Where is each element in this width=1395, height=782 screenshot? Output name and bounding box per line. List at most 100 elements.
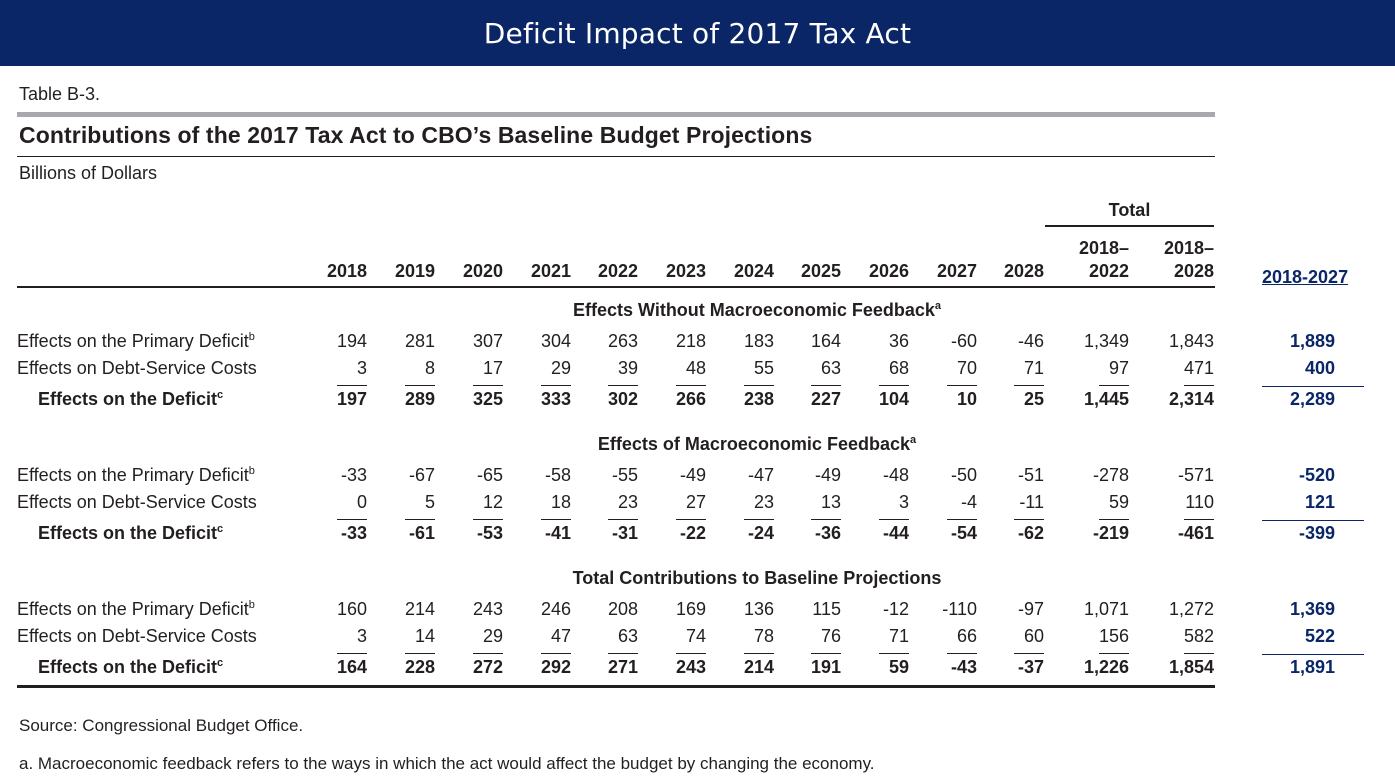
footnote-marker: a [934, 300, 942, 312]
table-cell: -31 [611, 523, 638, 543]
subtotal-rule [879, 653, 909, 654]
table-title: Contributions of the 2017 Tax Act to CBO… [19, 122, 813, 148]
table-cell: -46 [1017, 331, 1044, 351]
table-cell: 471 [1183, 358, 1214, 378]
side-column-value: 1,891 [1289, 657, 1335, 677]
table-cell: 18 [550, 492, 571, 512]
table-cell: 36 [888, 331, 909, 351]
table-cell: 68 [888, 358, 909, 378]
subtotal-rule [1099, 385, 1129, 386]
row-label-text: Effects on Debt-Service Costs [17, 358, 257, 378]
table-cell: 136 [743, 599, 774, 619]
column-header-line: 2023 [665, 261, 706, 281]
header-rule [17, 286, 1215, 288]
table-cell: 302 [607, 389, 638, 409]
table-cell: -12 [882, 599, 909, 619]
source-note: Source: Congressional Budget Office. [19, 716, 304, 735]
table-cell: 227 [810, 389, 841, 409]
subtotal-rule [1014, 519, 1044, 520]
row-label-deficit: Effects on the Deficitc [17, 389, 223, 410]
column-header-line: 2024 [733, 261, 774, 281]
side-column-value: 1,889 [1289, 331, 1335, 351]
table-cell: 1,071 [1083, 599, 1129, 619]
subtotal-rule [1099, 653, 1129, 654]
table-cell: -65 [476, 465, 503, 485]
table-cell: 238 [743, 389, 774, 409]
table-cell: 169 [675, 599, 706, 619]
table-cell: -4 [960, 492, 977, 512]
subtotal-rule [405, 385, 435, 386]
table-cell: -53 [476, 523, 503, 543]
side-column-value: 1,369 [1289, 599, 1335, 619]
table-cell: 70 [956, 358, 977, 378]
subtotal-rule [405, 653, 435, 654]
column-header: 2024 [684, 260, 774, 283]
table-cell: -47 [747, 465, 774, 485]
table-cell: -22 [679, 523, 706, 543]
section-heading: Effects Without Macroeconomic Feedbacka [367, 300, 1147, 321]
footnote-marker: b [248, 465, 255, 477]
table-cell: 12 [482, 492, 503, 512]
table-cell: -461 [1177, 523, 1214, 543]
table-cell: 78 [753, 626, 774, 646]
subtotal-rule [744, 519, 774, 520]
table-cell: -49 [679, 465, 706, 485]
table-cell: 55 [753, 358, 774, 378]
footnote-marker: c [217, 389, 224, 401]
table-cell: 208 [607, 599, 638, 619]
column-header-line: 2022 [597, 261, 638, 281]
table-cell: 27 [685, 492, 706, 512]
table-cell: 71 [1023, 358, 1044, 378]
subtotal-rule [541, 653, 571, 654]
subtotal-rule [676, 519, 706, 520]
subtotal-rule [676, 653, 706, 654]
row-label: Effects on the Primary Deficitb [17, 465, 255, 486]
table-cell: 243 [472, 599, 503, 619]
row-label-text: Effects on the Deficit [38, 389, 218, 409]
table-cell: -33 [340, 523, 367, 543]
table-cell: 1,445 [1083, 389, 1129, 409]
table-cell: -61 [408, 523, 435, 543]
table-cell: 74 [685, 626, 706, 646]
subtotal-rule [1014, 385, 1044, 386]
top-rule [17, 112, 1215, 117]
table-cell: 333 [540, 389, 571, 409]
table-cell: 25 [1023, 389, 1044, 409]
subtotal-rule [608, 653, 638, 654]
table-cell: -48 [882, 465, 909, 485]
table-cell: -41 [544, 523, 571, 543]
row-label-text: Effects on the Deficit [38, 657, 218, 677]
table-cell: -62 [1017, 523, 1044, 543]
table-cell: -51 [1017, 465, 1044, 485]
table-cell: 14 [414, 626, 435, 646]
table-cell: 29 [482, 626, 503, 646]
table-cell: -97 [1017, 599, 1044, 619]
table-cell: 228 [404, 657, 435, 677]
table-cell: 23 [617, 492, 638, 512]
table-cell: 97 [1108, 358, 1129, 378]
title-rule [17, 156, 1215, 157]
table-cell: 272 [472, 657, 503, 677]
table-cell: -55 [611, 465, 638, 485]
side-column-value: -399 [1298, 523, 1335, 543]
table-cell: -11 [1019, 492, 1044, 512]
side-subtotal-rule [1262, 386, 1364, 387]
table-cell: 60 [1023, 626, 1044, 646]
subtotal-rule [1184, 653, 1214, 654]
table-cell: 29 [550, 358, 571, 378]
subtotal-rule [337, 519, 367, 520]
table-cell: 1,854 [1168, 657, 1214, 677]
table-cell: -110 [942, 599, 977, 619]
row-label: Effects on Debt-Service Costs [17, 626, 257, 647]
table-cell: 71 [888, 626, 909, 646]
table-cell: 59 [888, 657, 909, 677]
column-header-line: 2019 [394, 261, 435, 281]
footnote-marker: a [909, 434, 917, 446]
banner-title: Deficit Impact of 2017 Tax Act [0, 0, 1395, 66]
table-cell: 243 [675, 657, 706, 677]
table-cell: 266 [675, 389, 706, 409]
subtotal-rule [337, 653, 367, 654]
subtotal-rule [1014, 653, 1044, 654]
subtotal-rule [473, 519, 503, 520]
section-heading-text: Effects of Macroeconomic Feedback [597, 434, 910, 454]
